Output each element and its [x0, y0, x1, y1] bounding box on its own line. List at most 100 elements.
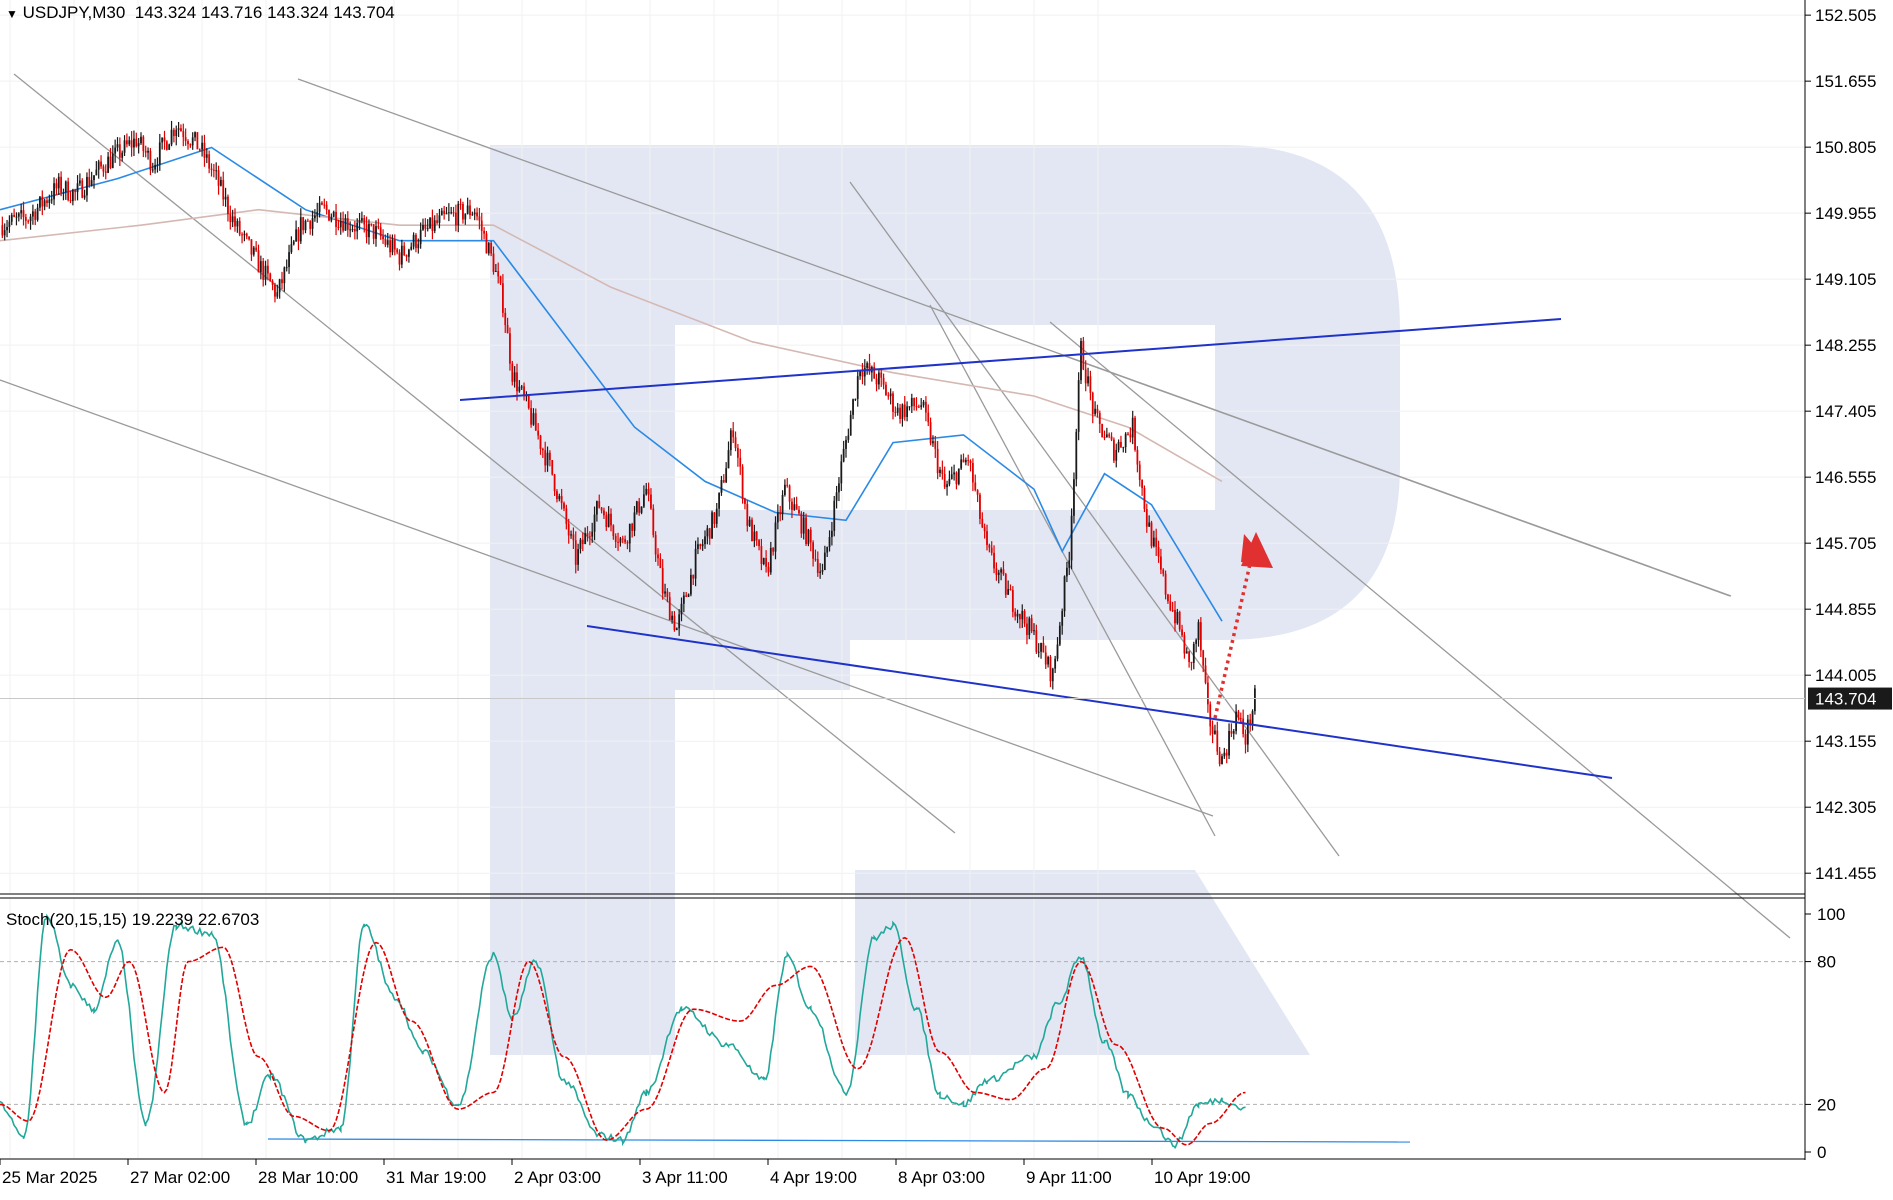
time-axis: 25 Mar 2025 27 Mar 02:00 28 Mar 10:00 31 Ma… [0, 1159, 1250, 1187]
candle-body [793, 504, 796, 510]
candle-body [887, 395, 890, 397]
candle-body [974, 482, 977, 491]
candle-body [791, 501, 793, 510]
candle-body [546, 452, 549, 466]
channel-lines [459, 318, 1613, 779]
collapse-triangle-icon[interactable]: ▼ [6, 7, 18, 21]
candle-body [1129, 434, 1132, 438]
candle-body [349, 229, 352, 231]
candle-body [772, 547, 775, 552]
candle-body [382, 236, 384, 240]
candle-body [375, 226, 377, 239]
candle-body [276, 292, 279, 297]
candle-body [88, 176, 91, 186]
stoch-axis: 100 80 20 0 [1805, 905, 1845, 1162]
candle-body [960, 459, 963, 469]
candle-body [1051, 668, 1054, 682]
candle-body [784, 484, 786, 495]
candle-body [410, 246, 413, 250]
candle-body [1115, 449, 1118, 461]
candle-body [537, 430, 540, 436]
candle-body [1042, 642, 1045, 653]
candle-body [979, 494, 981, 519]
candle-body [885, 384, 887, 396]
candle-body [779, 512, 782, 515]
channel-lower-line [586, 625, 1613, 779]
candle-body [95, 169, 98, 176]
candle-body [715, 508, 718, 524]
candle-body [1049, 656, 1052, 682]
candle-body [1152, 537, 1155, 547]
candle-body [610, 513, 612, 526]
candle-body [957, 468, 960, 485]
candle-body [118, 144, 121, 158]
chart-header[interactable]: ▼ USDJPY,M30 143.324 143.716 143.324 143… [6, 3, 395, 23]
candle-body [184, 137, 187, 142]
candle-body [558, 495, 561, 500]
candle-body [426, 228, 429, 230]
candle-body [509, 333, 511, 364]
candle-body [490, 243, 493, 254]
candle-body [231, 216, 234, 223]
candle-body [1148, 522, 1151, 527]
candle-body [1199, 622, 1202, 651]
candle-body [147, 150, 149, 153]
candle-body [659, 558, 662, 569]
candle-body [1035, 630, 1038, 652]
candle-body [236, 220, 239, 227]
candle-body [1066, 567, 1068, 577]
stochastic-oscillator [0, 913, 1805, 1149]
candle-body [1089, 376, 1092, 393]
candle-body [1082, 340, 1085, 370]
candle-body [1230, 730, 1233, 734]
candle-body [64, 181, 67, 193]
candle-body [631, 523, 634, 531]
stoch-label: Stoch(20,15,15) 19.2239 22.6703 [6, 910, 260, 929]
candle-body [1145, 509, 1148, 527]
candle-body [459, 203, 462, 205]
candle-body [614, 535, 617, 542]
candle-body [598, 501, 601, 508]
candle-body [776, 512, 779, 523]
candle-body [182, 131, 185, 138]
candle-body [816, 559, 819, 573]
candle-body [628, 523, 631, 544]
candle-body [1174, 609, 1176, 624]
candle-body [1077, 380, 1080, 432]
candle-body [478, 216, 481, 221]
candle-body [786, 484, 789, 486]
current-price-tag [1808, 687, 1892, 710]
candle-body [48, 199, 51, 204]
candle-body [650, 494, 652, 509]
candle-body [1094, 408, 1096, 415]
price-tick-label: 142.305 [1815, 798, 1876, 817]
candle-body [1009, 589, 1012, 591]
candle-body [62, 192, 65, 194]
candle-body [292, 241, 295, 245]
candle-body [372, 224, 375, 239]
candle-body [774, 522, 777, 552]
candle-body [424, 224, 427, 229]
candle-body [1181, 629, 1183, 636]
candle-body [24, 217, 27, 221]
candle-body [746, 503, 749, 526]
candle-body [908, 406, 911, 408]
candle-body [419, 229, 422, 245]
candle-body [358, 220, 361, 223]
candle-body [722, 480, 725, 483]
candle-body [278, 279, 281, 293]
candle-body [234, 216, 236, 227]
candle-body [144, 150, 147, 153]
candle-body [910, 397, 913, 407]
candle-body [913, 397, 916, 407]
stoch-tick-label: 0 [1817, 1143, 1826, 1162]
candle-body [156, 164, 159, 166]
candle-body [222, 179, 225, 200]
candle-body [114, 147, 117, 154]
candle-body [1244, 734, 1247, 745]
candle-body [17, 213, 20, 217]
candle-body [194, 132, 196, 138]
candle-body [894, 411, 897, 413]
candle-body [483, 230, 485, 234]
